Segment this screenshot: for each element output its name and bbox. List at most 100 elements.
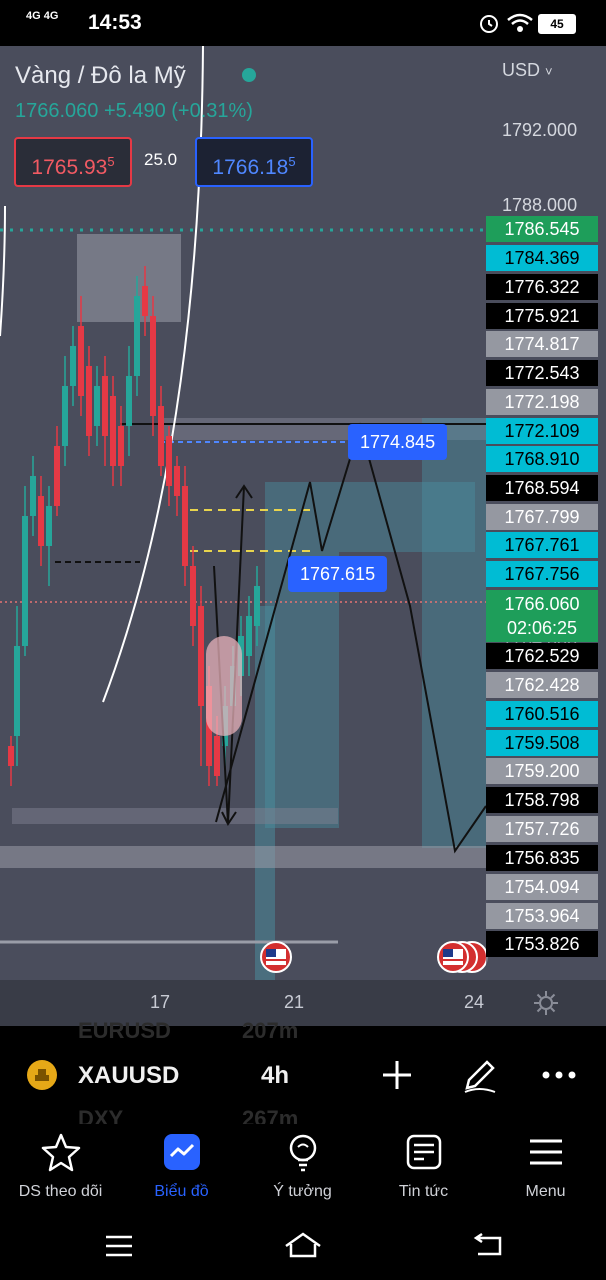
gold-icon xyxy=(27,1060,57,1090)
candle-body xyxy=(142,286,148,316)
time-tick-label: 24 xyxy=(464,992,485,1012)
price-level-label: 1772.198 xyxy=(486,389,598,415)
arrow-head-up xyxy=(235,484,253,499)
price-level-label: 1762.529 xyxy=(486,643,598,669)
candle-body xyxy=(126,376,132,426)
price-level-label: 1758.798 xyxy=(486,787,598,813)
home-icon[interactable] xyxy=(283,1230,323,1260)
alarm-icon xyxy=(480,15,498,33)
zone-bottom-left xyxy=(12,808,338,824)
status-bar: 4G 4G 14:53 45 xyxy=(0,0,606,46)
axis-tick-label: 1792.000 xyxy=(502,120,578,140)
price-callout-high[interactable]: 1774.845 xyxy=(348,424,448,460)
price-level-label: 1754.094 xyxy=(486,874,598,900)
us-flag-event-icon[interactable] xyxy=(260,941,292,973)
last-price-change: 1766.060 +5.490 (+0.31%) xyxy=(15,100,253,122)
candle-body xyxy=(62,386,68,446)
status-time: 14:53 xyxy=(88,11,142,34)
candle-body xyxy=(198,606,204,706)
time-axis[interactable]: 17 21 24 xyxy=(0,980,606,1026)
drawing-pen-icon[interactable] xyxy=(461,1056,499,1094)
ask-price: 1766.18 xyxy=(212,156,289,179)
price-level-label: 1756.835 xyxy=(486,845,598,871)
candle-body xyxy=(254,586,260,626)
candle-body xyxy=(102,376,108,436)
candle-body xyxy=(118,426,124,466)
price-level-label: 1760.516 xyxy=(486,701,598,727)
wifi-icon xyxy=(507,13,533,32)
candle-body xyxy=(182,486,188,566)
price-level-label: 1784.369 xyxy=(486,245,598,271)
bid-price: 1765.93 xyxy=(31,156,108,179)
price-chart[interactable]: Vàng / Đô la Mỹ 1766.060 +5.490 (+0.31%)… xyxy=(0,46,606,980)
zone-vertical-teal xyxy=(255,606,275,980)
bottom-nav: DS theo dõi Biểu đồ Ý tưởng Tin tức Menu xyxy=(0,1124,606,1224)
us-flag-event-icon-group[interactable] xyxy=(437,941,488,973)
price-level-label: 1776.322 xyxy=(486,274,598,300)
settings-gear-icon[interactable] xyxy=(533,990,559,1016)
zone-mid-teal xyxy=(265,552,339,828)
interval-selector[interactable]: 4h xyxy=(261,1062,290,1089)
axis-tick-label: 1788.000 xyxy=(502,195,578,215)
lightbulb-icon xyxy=(289,1134,316,1172)
nav-ideas[interactable]: Ý tưởng xyxy=(242,1132,363,1201)
time-tick-label: 17 xyxy=(150,992,171,1012)
star-icon xyxy=(41,1133,80,1172)
nav-label: Biểu đồ xyxy=(154,1183,209,1200)
recents-icon[interactable] xyxy=(104,1234,134,1258)
price-level-label: 1786.545 xyxy=(486,216,598,242)
nav-watchlist[interactable]: DS theo dõi xyxy=(0,1132,121,1201)
price-level-label: 1774.817 xyxy=(486,331,598,357)
price-level-label: 1767.761 xyxy=(486,532,598,558)
nav-label: Tin tức xyxy=(398,1183,449,1200)
price-level-label: 1767.756 xyxy=(486,561,598,587)
system-nav-bar xyxy=(0,1224,606,1280)
candle-body xyxy=(14,646,20,736)
zone-bottom-band xyxy=(0,846,486,868)
price-level-label: 1767.799 xyxy=(486,504,598,530)
back-icon[interactable] xyxy=(472,1232,504,1258)
nav-news[interactable]: Tin tức xyxy=(363,1132,484,1201)
candle-body xyxy=(94,386,100,426)
price-level-label: 1772.109 xyxy=(486,418,598,444)
price-level-label: 1768.910 xyxy=(486,446,598,472)
zone-right-teal xyxy=(422,418,486,848)
price-level-label: 1759.508 xyxy=(486,730,598,756)
currency-selector[interactable]: USD ˅ xyxy=(502,60,553,81)
price-level-label: 1775.921 xyxy=(486,303,598,329)
signal-indicator: 4G 4G xyxy=(26,10,59,22)
arrow-head-down xyxy=(221,811,237,826)
price-level-label: 1762.428 xyxy=(486,672,598,698)
currency-label: USD xyxy=(502,60,541,80)
price-callout-mid[interactable]: 1767.615 xyxy=(288,556,388,592)
pink-highlight xyxy=(206,636,242,736)
candle-body xyxy=(134,296,140,376)
nav-menu[interactable]: Menu xyxy=(485,1132,606,1201)
candle-body xyxy=(78,326,84,396)
add-plus-icon[interactable] xyxy=(380,1058,414,1092)
candle-body xyxy=(158,406,164,466)
nav-label: DS theo dõi xyxy=(18,1183,103,1200)
candle-body xyxy=(190,566,196,626)
symbol-name[interactable]: XAUUSD xyxy=(78,1062,180,1089)
zone-top xyxy=(77,234,181,322)
nav-chart[interactable]: Biểu đồ xyxy=(121,1132,242,1201)
candle-body xyxy=(38,496,44,546)
market-open-icon xyxy=(242,68,256,82)
candle-body xyxy=(214,736,220,776)
hamburger-icon xyxy=(529,1139,562,1165)
sell-button[interactable]: 1765.935 xyxy=(14,137,132,187)
price-level-label: 1753.964 xyxy=(486,903,598,929)
battery-indicator: 45 xyxy=(538,14,576,34)
price-level-label: 1772.543 xyxy=(486,360,598,386)
symbol-title[interactable]: Vàng / Đô la Mỹ xyxy=(15,62,186,89)
candle-body xyxy=(30,476,36,516)
more-options-icon[interactable] xyxy=(541,1070,577,1080)
candle-body xyxy=(166,436,172,486)
buy-button[interactable]: 1766.185 xyxy=(195,137,313,187)
news-icon xyxy=(406,1134,441,1170)
bid-price-pip: 5 xyxy=(107,154,115,169)
candle-body xyxy=(46,506,52,546)
chart-icon xyxy=(163,1134,200,1170)
spread-value: 25.0 xyxy=(144,150,178,169)
